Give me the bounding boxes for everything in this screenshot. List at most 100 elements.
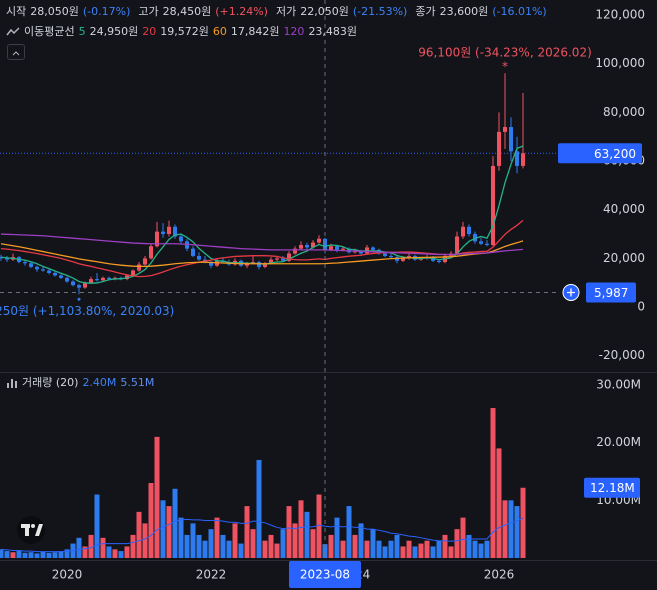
ma-title: 이동평균선 [24, 25, 75, 38]
volume-bar [508, 500, 514, 558]
candle-body [65, 277, 69, 282]
x-tick-label: 2022 [196, 568, 227, 582]
ohlc-label: 저가 [275, 5, 297, 18]
candle-body [263, 263, 267, 267]
candle-body [467, 226, 471, 235]
volume-bar [64, 549, 70, 558]
ohlc-legend: 시작 28,050원 (-0.17%) 고가 28,450원 (+1.24%) 저가 22,0… [6, 5, 551, 19]
volume-bar [328, 534, 334, 558]
volume-bar [364, 540, 370, 558]
volume-bar [172, 488, 178, 558]
volume-bar [28, 552, 34, 558]
volume-ma-line [0, 517, 524, 553]
min-label: 5,250원 (+1,103.80%, 2020.03) [0, 304, 174, 318]
volume-bar [202, 540, 208, 558]
candle-body [197, 255, 201, 260]
volume-bar [352, 534, 358, 558]
ohlc-label: 종가 [415, 5, 436, 18]
candle-body [389, 255, 393, 258]
candle-body [509, 127, 513, 152]
y-tick-label: 20,000 [603, 251, 645, 265]
candle-body [137, 264, 141, 271]
volume-bar [184, 534, 190, 558]
volume-bar [124, 546, 130, 558]
volume-bar [394, 534, 400, 558]
candle-body [23, 262, 27, 264]
candle-body [29, 263, 33, 267]
ma-value: 23,483원 [308, 25, 358, 38]
max-label: 96,100원 (-34.23%, 2026.02) [418, 46, 592, 60]
volume-bar [280, 529, 286, 558]
volume-bar [424, 540, 430, 558]
volume-bar [214, 517, 220, 558]
volume-bar [142, 523, 148, 558]
ma-value: 17,842원 [230, 25, 280, 38]
volume-bar [46, 552, 52, 558]
collapse-button[interactable] [7, 44, 25, 60]
candle-body [131, 270, 135, 276]
volume-bar [388, 540, 394, 558]
volume-bar [208, 529, 214, 558]
candle-body [257, 262, 261, 267]
volume-bar [244, 506, 250, 558]
candle-body [71, 281, 75, 286]
ma-value: 24,950원 [89, 25, 139, 38]
y-tick-label: 0 [637, 300, 645, 314]
candle-body [455, 236, 459, 254]
volume-tick-label: 20.00M [596, 435, 641, 449]
candle-body [335, 246, 339, 250]
volume-bar [190, 523, 196, 558]
volume-bar [460, 517, 466, 558]
volume-bar [130, 534, 136, 558]
ohlc-label: 고가 [138, 5, 159, 18]
volume-bar [454, 529, 460, 558]
volume-bar [310, 529, 316, 558]
candle-body [5, 258, 9, 260]
ma-name: 60 [212, 25, 227, 38]
candle-body [305, 244, 309, 248]
ohlc-value: 22,050원 [300, 5, 349, 18]
last-price-label: 63,200 [594, 147, 636, 161]
volume-bar [292, 523, 298, 558]
ohlc-change: (-21.53%) [352, 5, 408, 18]
volume-bar [376, 540, 382, 558]
ohlc-change: (-0.17%) [82, 5, 131, 18]
ma-icon [6, 27, 20, 36]
candle-body [173, 226, 177, 237]
volume-legend: 거래량 (20) 2.40M 5.51M [6, 376, 154, 390]
candle-body [269, 259, 273, 264]
volume-title: 거래량 (20) [22, 376, 79, 389]
volume-bar [340, 540, 346, 558]
candle-body [143, 258, 147, 265]
crosshair-price-tag [586, 282, 636, 303]
ohlc-label: 시작 [6, 5, 27, 18]
max-marker: * [502, 60, 508, 74]
volume-ma-value: 5.51M [120, 376, 155, 389]
ma-legend: 이동평균선 5 24,950원 20 19,572원 60 17,842원 120 23,48… [6, 25, 357, 39]
volume-bar [196, 534, 202, 558]
volume-last-label: 12.18M [590, 481, 635, 495]
volume-bar [502, 500, 508, 558]
candle-body [281, 258, 285, 261]
volume-bar [118, 551, 124, 558]
candle-body [497, 131, 501, 166]
candle-body [479, 241, 483, 244]
candle-body [485, 243, 489, 245]
candle-body [191, 248, 195, 256]
volume-bar [10, 552, 16, 558]
volume-bar [442, 534, 448, 558]
volume-bar [496, 448, 502, 558]
volume-bar [520, 487, 526, 558]
volume-bar [286, 506, 292, 558]
volume-bar [412, 546, 418, 558]
candle-body [245, 263, 249, 266]
volume-tick-label: 30.00M [596, 377, 641, 391]
volume-bar [226, 540, 232, 558]
ma-name: 20 [142, 25, 157, 38]
volume-bar [430, 546, 436, 558]
candle-body [329, 246, 333, 250]
candle-body [491, 165, 495, 245]
volume-bar [76, 537, 82, 558]
ma-line [0, 233, 524, 256]
